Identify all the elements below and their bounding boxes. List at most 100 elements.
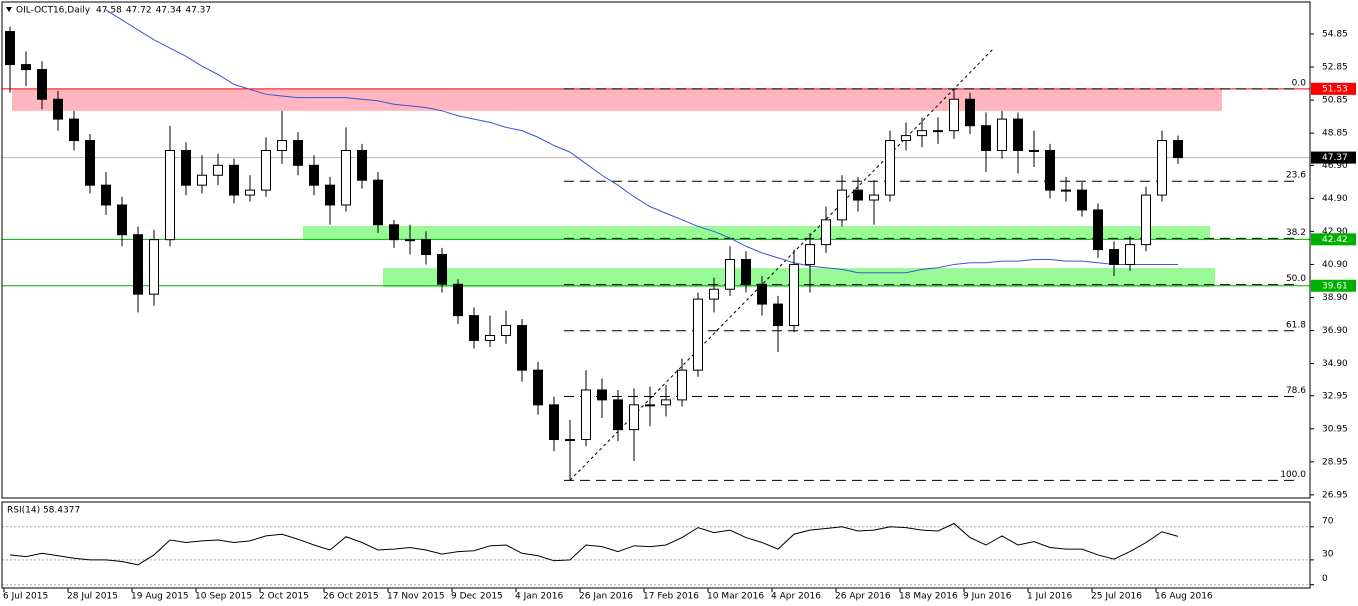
candle-body [469, 315, 479, 341]
x-tick-label: 10 Sep 2015 [195, 592, 252, 602]
candle-body [1093, 209, 1103, 251]
candle-body [405, 239, 415, 242]
ohlc-value: 47.34 [156, 6, 182, 16]
price-label-box [1311, 82, 1356, 95]
price-label: 47.37 [1322, 153, 1348, 163]
price-label: 39.61 [1322, 281, 1348, 291]
y-tick-label: 32.95 [1322, 391, 1348, 401]
candle-body [213, 164, 223, 176]
x-tick-label: 17 Nov 2015 [387, 592, 445, 602]
y-tick-label: 70 [1322, 516, 1334, 526]
fib-label: 0.0 [1292, 78, 1307, 88]
candle-body [165, 149, 175, 241]
price-label: 51.53 [1322, 84, 1348, 94]
price-panel [2, 9, 1310, 481]
fib-label: 100.0 [1280, 470, 1306, 480]
candle-body [53, 98, 63, 120]
ohlc-value: 47.37 [185, 6, 211, 16]
candle-body [949, 98, 959, 132]
candle-body [821, 219, 831, 246]
candle-body [677, 369, 687, 401]
fib-label: 61.8 [1286, 320, 1306, 330]
candle-body [581, 389, 591, 441]
y-tick-label: 42.90 [1322, 227, 1348, 237]
price-label-box [1311, 233, 1356, 246]
fib-label: 78.6 [1286, 386, 1306, 396]
candle-body [325, 184, 335, 206]
candle-body [917, 130, 927, 137]
candle-body [837, 189, 847, 221]
candle-body [853, 189, 863, 201]
candle-body [293, 140, 303, 166]
candle-body [69, 118, 79, 142]
y-tick-label: 26.95 [1322, 490, 1348, 500]
x-tick-label: 26 Jan 2016 [579, 592, 633, 602]
candle-body [1157, 140, 1167, 196]
candle-body [757, 283, 767, 305]
x-tick-label: 9 Dec 2015 [451, 592, 503, 602]
x-tick-label: 16 Aug 2016 [1155, 592, 1213, 602]
candle-body [1173, 140, 1183, 159]
x-tick-label: 25 Jul 2016 [1091, 592, 1142, 602]
y-tick-label: 30 [1322, 549, 1334, 559]
x-tick-label: 4 Jan 2016 [515, 592, 563, 602]
candle-body [565, 439, 575, 442]
candle-body [149, 239, 159, 295]
candle-body [1029, 149, 1039, 152]
x-tick-label: 26 Oct 2015 [323, 592, 379, 602]
rsi-panel [2, 522, 1310, 586]
x-tick-label: 26 Apr 2016 [835, 592, 891, 602]
candle-body [981, 125, 991, 151]
menu-arrow[interactable] [6, 7, 12, 12]
candle-body [533, 369, 543, 406]
y-tick-label: 48.85 [1322, 129, 1348, 139]
axes: 54.85 52.85 50.85 48.85 46.90 44.90 42.90 40.90… [3, 6, 1356, 602]
x-tick-label: 17 Feb 2016 [643, 592, 699, 602]
x-tick-label: 28 Jul 2015 [67, 592, 118, 602]
candle-body [357, 149, 367, 181]
candle-body [789, 263, 799, 327]
y-tick-label: 50.85 [1322, 96, 1348, 106]
y-tick-label: 28.95 [1322, 457, 1348, 467]
candle-body [341, 149, 351, 206]
trendline [569, 47, 995, 481]
price-panel-border [1, 1, 1311, 499]
candle-body [1045, 149, 1055, 191]
candle-body [245, 189, 255, 196]
zone [303, 225, 1210, 240]
price-label-box [1311, 151, 1356, 164]
candle-body [517, 325, 527, 371]
rsi-panel-border [1, 501, 1311, 589]
fib-label: 50.0 [1286, 274, 1306, 284]
candle-body [1109, 249, 1119, 265]
candle-body [693, 298, 703, 371]
y-tick-label: 0 [1322, 574, 1328, 584]
x-tick-label: 2 Oct 2015 [259, 592, 309, 602]
x-tick-label: 18 May 2016 [899, 592, 958, 602]
candle-body [389, 224, 399, 241]
candle-body [805, 244, 815, 265]
candle-body [5, 31, 15, 66]
candle-body [1141, 194, 1151, 246]
candle-body [421, 239, 431, 256]
fib-label: 23.6 [1286, 171, 1306, 181]
candle-body [101, 184, 111, 206]
candle-body [501, 325, 511, 336]
candle-body [549, 404, 559, 441]
y-tick-label: 44.90 [1322, 194, 1348, 204]
ohlc-value: 47.58 [96, 6, 122, 16]
y-tick-label: 54.85 [1322, 30, 1348, 40]
candle-body [773, 303, 783, 327]
candle-body [229, 164, 239, 196]
x-tick-label: 19 Aug 2015 [131, 592, 189, 602]
candle-body [901, 135, 911, 142]
candle-body [277, 140, 287, 151]
ohlc-value: 47.72 [126, 6, 152, 16]
candle-body [437, 254, 447, 285]
y-tick-label: 34.90 [1322, 359, 1348, 369]
rsi-title: RSI(14) 58.4377 [7, 506, 80, 516]
candle-body [885, 140, 895, 196]
x-tick-label: 10 Mar 2016 [707, 592, 764, 602]
